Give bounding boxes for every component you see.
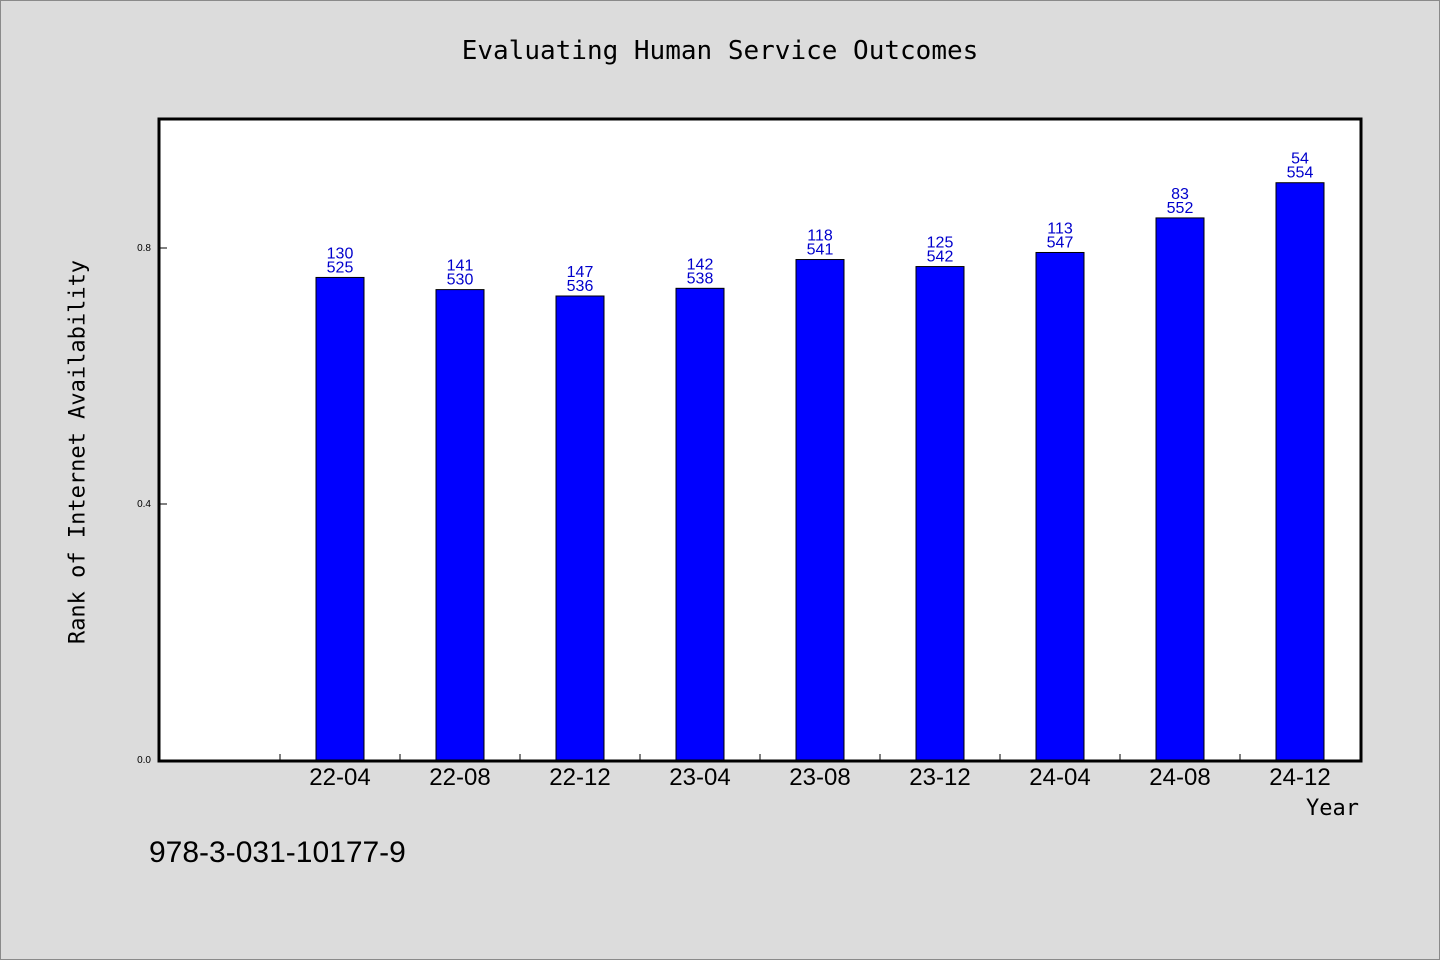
bar-label-top: 83 [1171,186,1189,203]
y-tick-label: 0.8 [137,243,151,254]
x-tick-label: 22-12 [549,764,610,791]
x-tick-label: 23-04 [669,764,730,791]
bar-label-bottom: 541 [807,242,834,259]
x-tick-label: 22-04 [309,764,370,791]
isbn-label: 978-3-031-10177-9 [149,836,406,869]
x-tick-label: 23-08 [789,764,850,791]
y-tick-label: 0.0 [137,755,151,766]
x-tick-label: 24-04 [1029,764,1090,791]
bar-label-top: 130 [327,245,354,262]
bar [1155,217,1205,761]
bar-label-top: 142 [687,256,714,273]
bar-label-bottom: 554 [1287,165,1314,182]
bar [795,259,845,761]
bar-label-bottom: 538 [687,270,714,287]
bar [915,266,965,761]
bar-label-top: 147 [567,264,594,281]
x-tick-label: 24-12 [1269,764,1330,791]
bar-label-top: 113 [1047,220,1073,237]
bar-label-bottom: 530 [447,272,474,289]
y-axis-title: Rank of Internet Availability [65,259,91,645]
bar [555,295,605,761]
bar-label-bottom: 536 [567,278,594,295]
x-axis: 22-04 22-08 22-12 23-04 23-08 23-12 24-04 24-08… [279,754,1361,791]
x-tick-label: 23-12 [909,764,970,791]
y-axis: 0.0 0.4 0.8 [137,243,167,766]
bar [315,276,365,761]
bar-label-top: 118 [807,228,833,245]
x-axis-title: Year [1306,796,1359,821]
x-tick-label: 24-08 [1149,764,1210,791]
bar [1275,182,1325,761]
bar-label-top: 54 [1291,151,1309,168]
bar-label-bottom: 552 [1167,200,1194,217]
bar [435,289,485,761]
bar [1035,251,1085,761]
bar-label-bottom: 547 [1047,234,1074,251]
bar-label-top: 125 [927,235,954,252]
x-tick-label: 22-08 [429,764,490,791]
bar-label-bottom: 525 [327,259,354,276]
chart-title: Evaluating Human Service Outcomes [461,36,979,66]
bar [675,287,725,761]
y-tick-label: 0.4 [137,499,151,510]
bar-series [315,182,1325,761]
bar-label-top: 141 [447,258,474,275]
bar-label-bottom: 542 [927,249,954,266]
